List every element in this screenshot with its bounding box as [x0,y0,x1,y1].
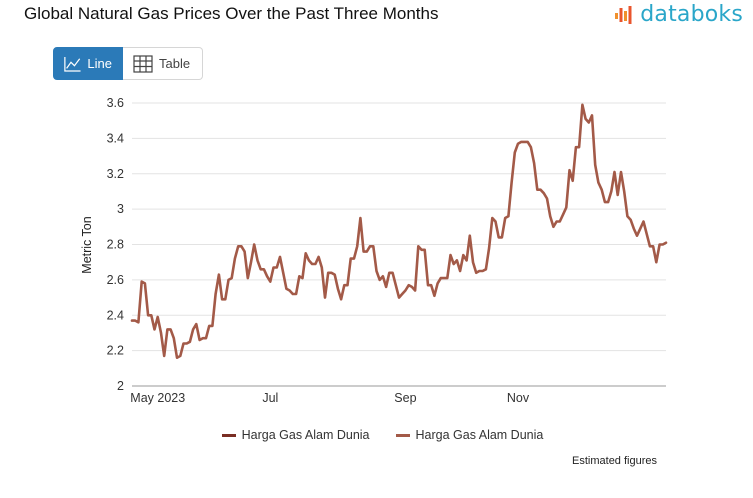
y-tick-label: 2.6 [107,273,124,287]
legend-label: Harga Gas Alam Dunia [241,428,370,442]
legend-swatch [221,433,236,437]
y-tick-label: 2 [117,379,124,393]
x-tick-label: Jul [262,391,278,405]
table-grid-icon [133,54,153,73]
legend-label: Harga Gas Alam Dunia [415,428,544,442]
series-group [130,103,668,360]
legend-item[interactable]: Harga Gas Alam Dunia [395,428,544,442]
line-view-label: Line [87,56,112,71]
x-tick-label: Sep [394,391,416,405]
series-line[interactable] [130,103,668,360]
x-axis-ticks: May 2023 Jul Sep Nov [130,391,530,405]
y-tick-label: 3.6 [107,96,124,110]
y-tick-label: 3.4 [107,131,124,145]
legend-swatch [395,433,410,437]
line-view-button[interactable]: Line [53,47,123,80]
table-view-label: Table [159,56,191,71]
y-tick-label: 2.4 [107,308,124,322]
y-tick-label: 2.2 [107,344,124,358]
databoks-logo-icon [615,5,632,24]
databoks-logo[interactable]: databoks [614,2,743,27]
grid-lines [132,102,666,387]
y-axis-ticks: 2 2.2 2.4 2.6 2.8 3 3.2 3.4 3.6 [107,96,124,393]
x-tick-label: May 2023 [130,391,185,405]
y-axis-label: Metric Ton [80,216,94,273]
view-toggle: Line Table [53,47,203,80]
estimated-note: Estimated figures [572,455,657,467]
legend-item[interactable]: Harga Gas Alam Dunia [221,428,370,442]
brand-name: databoks [640,2,743,27]
line-chart: 2 2.2 2.4 2.6 2.8 3 3.2 3.4 3.6 May 2023 Jul Sep No… [80,96,668,405]
table-view-button[interactable]: Table [123,47,203,80]
chart-title: Global Natural Gas Prices Over the Past … [24,4,439,23]
y-tick-label: 3.2 [107,167,124,181]
y-tick-label: 2.8 [107,238,124,252]
y-tick-label: 3 [117,202,124,216]
line-chart-icon [64,56,81,72]
legend: Harga Gas Alam Dunia Harga Gas Alam Duni… [0,428,753,442]
x-tick-label: Nov [507,391,530,405]
